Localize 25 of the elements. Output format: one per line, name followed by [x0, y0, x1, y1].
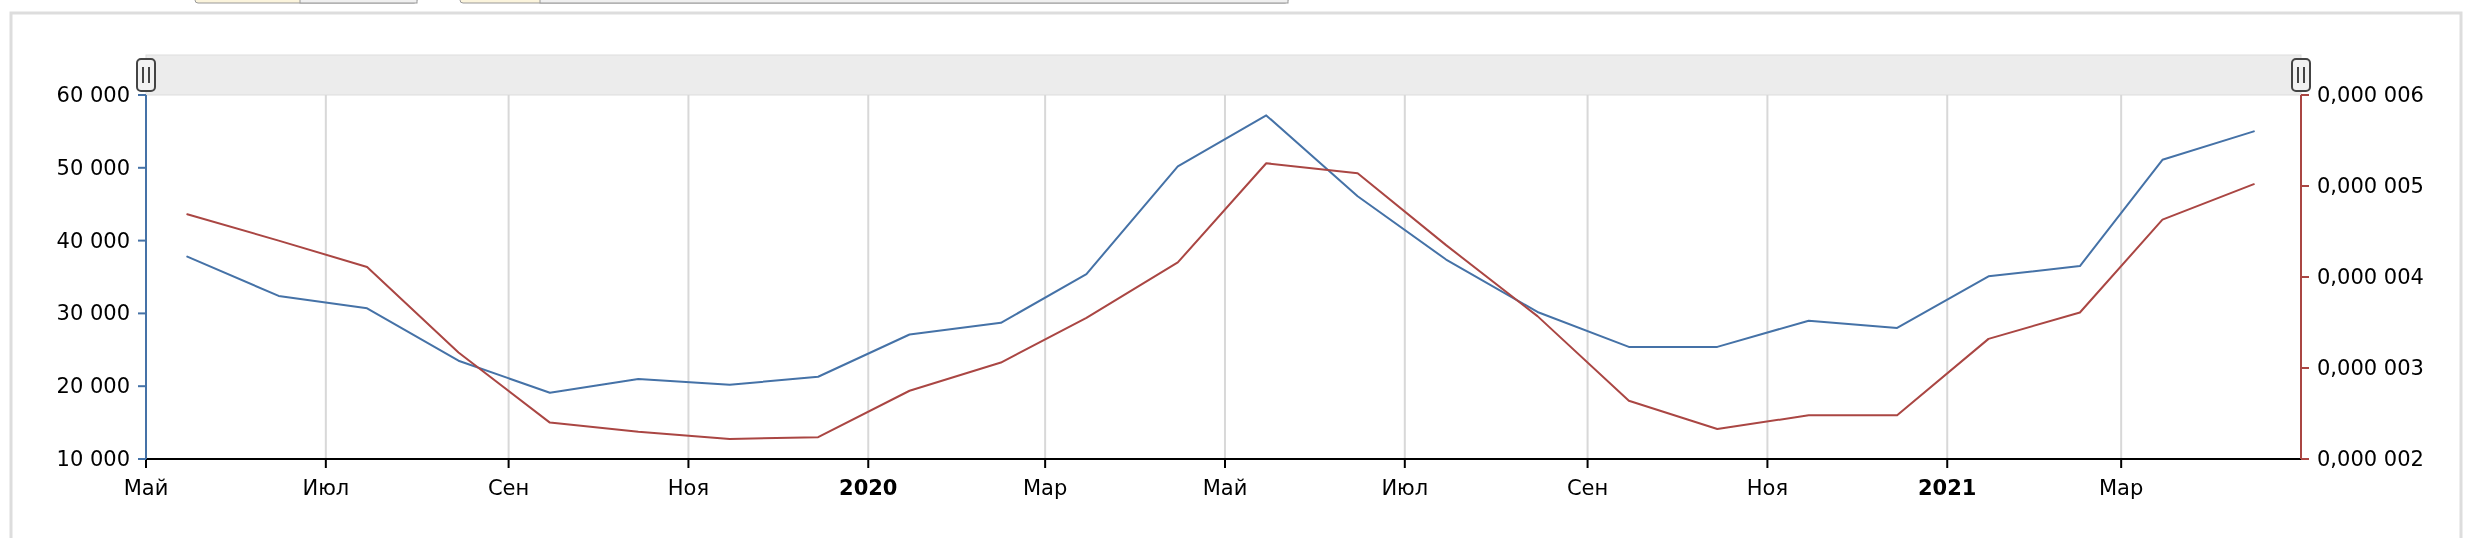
x-tick-label: Ноя	[1746, 476, 1789, 500]
x-tick-label: Сен	[1566, 476, 1609, 500]
x-tick-label: Сен	[487, 476, 530, 500]
x-tick-label: Мар	[2099, 476, 2144, 500]
y-tick-label: 10 000	[56, 447, 130, 471]
y-tick-label: 60 000	[56, 83, 130, 107]
line-series	[186, 162, 2255, 440]
x-tick-label: Май	[1202, 476, 1248, 500]
y2-tick-label: 0,000 006	[2317, 83, 2424, 107]
x-tick-label: 2021	[1918, 476, 1977, 500]
y2-tick-label: 0,000 004	[2317, 265, 2424, 289]
line-series	[186, 114, 2255, 394]
x-tick-label: 2020	[839, 476, 898, 500]
x-tick-label: Мар	[1022, 476, 1068, 500]
x-tick-label: Июл	[1381, 476, 1429, 500]
y-tick-label: 30 000	[56, 301, 130, 326]
y-tick-label: 40 000	[56, 228, 130, 253]
y-tick-label: 50 000	[56, 155, 130, 180]
x-tick-label: Май	[123, 476, 169, 500]
y2-tick-label: 0,000 003	[2317, 356, 2424, 380]
x-tick-label: Ноя	[667, 476, 710, 500]
y2-tick-label: 0,000 005	[2317, 174, 2424, 198]
y-tick-label: 20 000	[56, 374, 130, 399]
x-tick-label: Июл	[302, 476, 350, 500]
y2-tick-label: 0,000 002	[2317, 447, 2424, 471]
